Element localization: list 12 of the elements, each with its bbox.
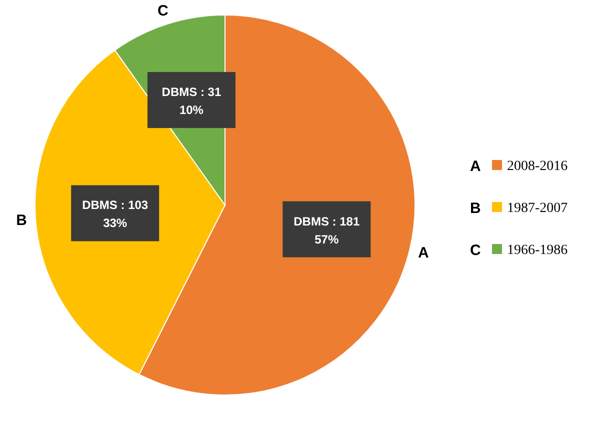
legend-label: 1987-2007: [507, 201, 568, 216]
text: C: [158, 2, 168, 20]
text: C: [470, 242, 481, 259]
text: A: [418, 244, 429, 262]
legend-label: 1966-1986: [507, 243, 568, 258]
data-label: DBMS : 103 33%: [82, 198, 148, 230]
data-label: DBMS : 181 57%: [294, 214, 360, 246]
data-label: DBMS : 31 10%: [162, 85, 222, 118]
text: B: [16, 212, 27, 230]
legend-label: 2008-2016: [507, 159, 568, 174]
text: B: [470, 200, 481, 217]
text: A: [470, 158, 481, 175]
